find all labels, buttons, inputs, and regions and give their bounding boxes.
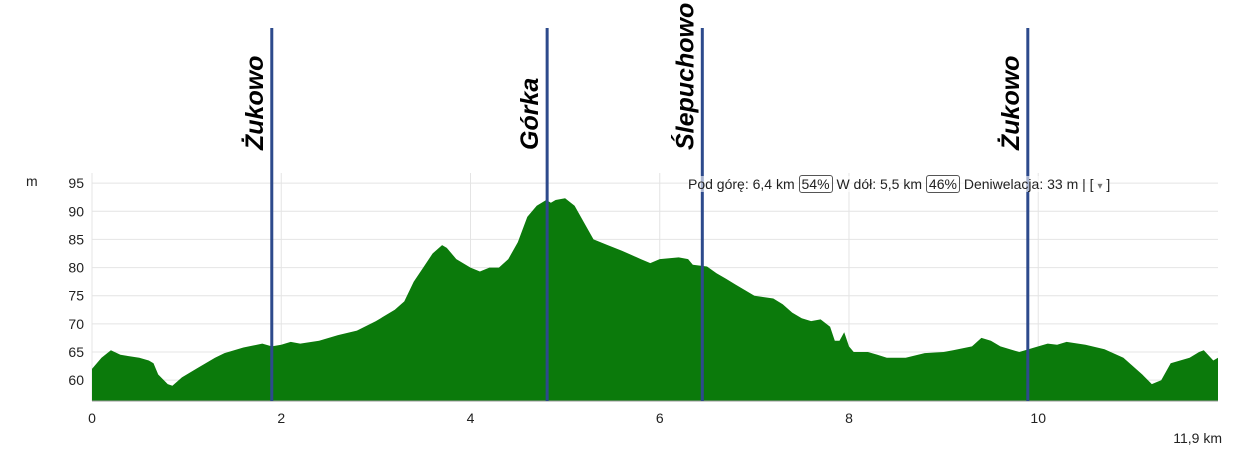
x-tick-label: 10 bbox=[1030, 410, 1046, 426]
marker-label: Żukowo bbox=[997, 56, 1025, 151]
marker-label: Ślepuchowo bbox=[670, 3, 699, 150]
x-tick-label: 0 bbox=[88, 410, 96, 426]
elevation-area bbox=[92, 198, 1218, 401]
x-tick-label: 4 bbox=[467, 410, 475, 426]
marker-label: Żukowo bbox=[241, 56, 269, 151]
y-unit: m bbox=[26, 173, 38, 189]
y-tick-label: 70 bbox=[68, 316, 84, 332]
x-end-label: 11,9 km bbox=[1173, 430, 1222, 446]
y-tick-label: 65 bbox=[68, 344, 84, 360]
y-tick-label: 80 bbox=[68, 260, 84, 276]
down: W dół: 5,5 km bbox=[836, 176, 923, 192]
x-tick-label: 8 bbox=[845, 410, 853, 426]
marker-label: Górka bbox=[516, 78, 544, 150]
summary: Pod górę: 6,4 km 54% W dół: 5,5 km 46% D… bbox=[688, 175, 1111, 193]
y-tick-label: 75 bbox=[68, 288, 84, 304]
y-tick-label: 90 bbox=[68, 203, 84, 219]
y-tick-label: 60 bbox=[68, 372, 84, 388]
up-pct: 54% bbox=[798, 175, 833, 193]
menu[interactable]: ▾ bbox=[1097, 181, 1103, 192]
up: Pod górę: 6,4 km bbox=[688, 176, 795, 192]
close: ] bbox=[1106, 176, 1111, 192]
y-tick-label: 95 bbox=[68, 175, 84, 191]
x-tick-label: 2 bbox=[277, 410, 285, 426]
elevation: Deniwelacja: 33 m | [ bbox=[963, 176, 1094, 192]
x-tick-label: 6 bbox=[656, 410, 664, 426]
down-pct: 46% bbox=[925, 175, 960, 193]
y-tick-label: 85 bbox=[68, 231, 84, 247]
